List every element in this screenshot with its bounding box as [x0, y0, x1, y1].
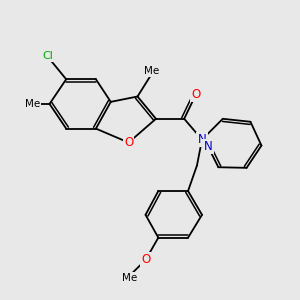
Text: Me: Me [144, 66, 159, 76]
Text: Me: Me [25, 99, 40, 109]
Text: Me: Me [122, 273, 137, 284]
Text: O: O [141, 254, 150, 266]
Text: Cl: Cl [42, 51, 53, 62]
Text: N: N [198, 133, 206, 146]
Text: O: O [191, 88, 201, 100]
Text: N: N [204, 140, 212, 153]
Text: O: O [124, 136, 133, 149]
